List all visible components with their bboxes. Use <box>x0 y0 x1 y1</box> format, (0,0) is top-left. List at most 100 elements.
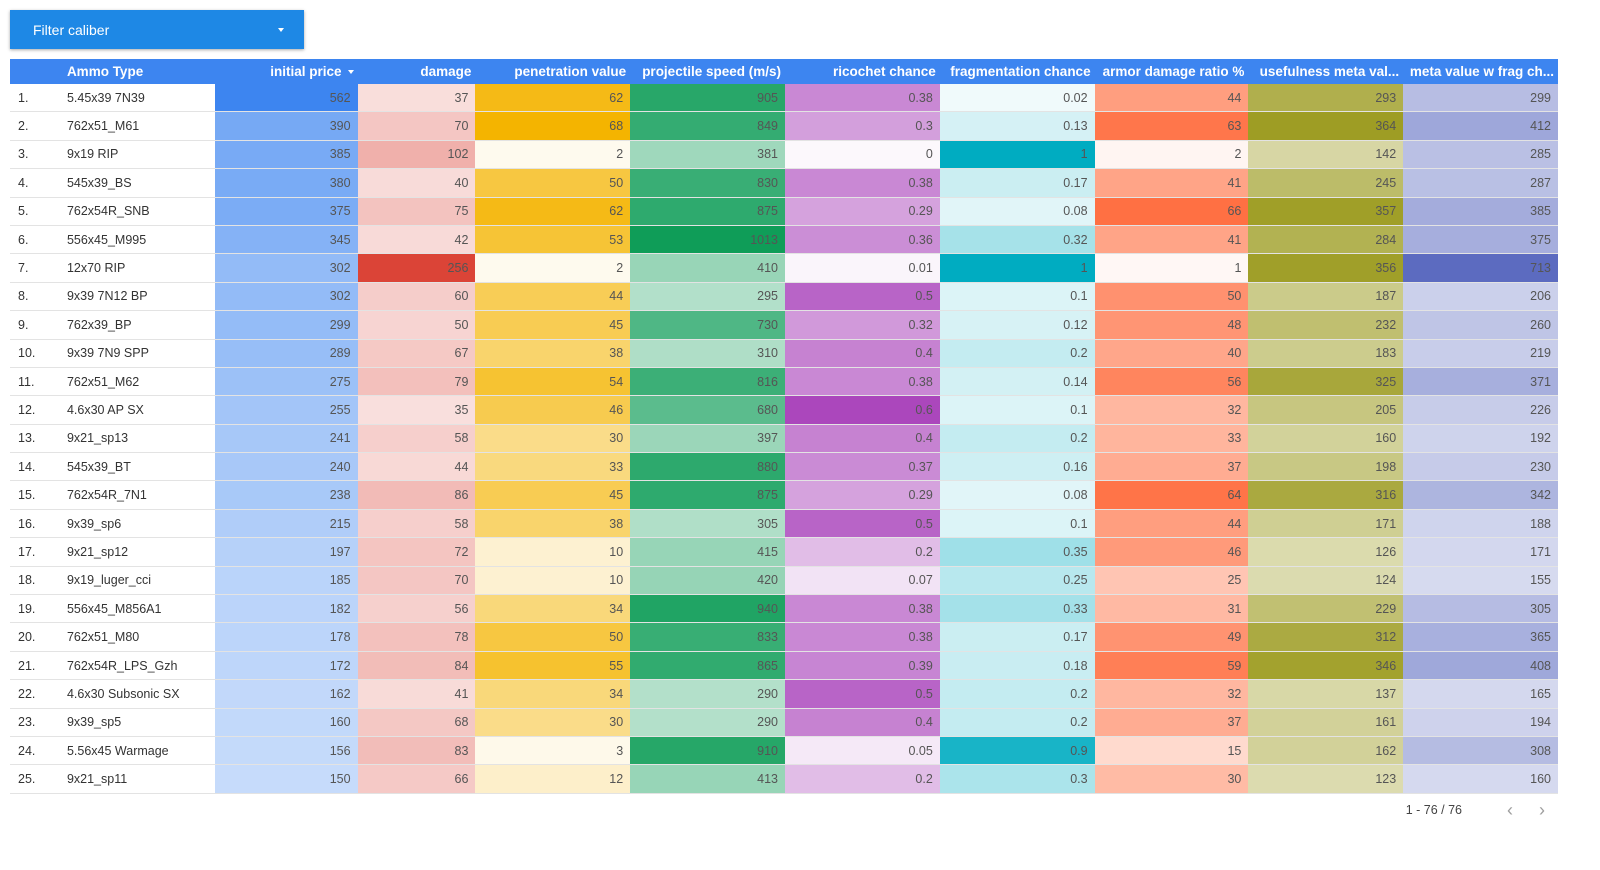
cell-speed: 415 <box>630 538 785 566</box>
column-header-label: Ammo Type <box>66 64 144 79</box>
cell-price: 302 <box>214 282 358 311</box>
cell-meta: 229 <box>1248 595 1404 623</box>
cell-frag: 0.2 <box>939 339 1095 367</box>
table-row[interactable]: 2. 762x51_M61 390 70 68 849 0.3 0.13 63 364 412 <box>10 112 1558 141</box>
table-row[interactable]: 4. 545x39_BS 380 40 50 830 0.38 0.17 41 245 287 <box>10 169 1558 198</box>
row-index: 21. <box>18 658 36 673</box>
table-row[interactable]: 8. 9x39 7N12 BP 302 60 44 295 0.5 0.1 50 187 206 <box>10 282 1558 312</box>
chevron-left-icon[interactable]: ‹ <box>1507 799 1513 820</box>
cell-pen: 10 <box>475 566 631 595</box>
column-header-label: armor damage ratio % <box>1102 64 1245 79</box>
cell-ammo: 9x39_sp5 <box>66 715 122 730</box>
cell-meta: 325 <box>1248 367 1404 396</box>
cell-price: 562 <box>214 84 358 112</box>
cell-metafrag: 192 <box>1403 424 1558 453</box>
row-index: 16. <box>18 516 36 531</box>
column-header-speed[interactable]: projectile speed (m/s) <box>630 59 785 84</box>
table-row[interactable]: 6. 556x45_M995 345 42 53 1013 0.36 0.32 41 284 375 <box>10 225 1558 255</box>
column-header-frag[interactable]: fragmentation chance <box>940 59 1095 84</box>
cell-damage: 40 <box>357 169 476 197</box>
cell-ammo: 762x51_M80 <box>66 630 140 645</box>
cell-meta: 161 <box>1248 708 1404 736</box>
cell-ammo: 545x39_BS <box>66 175 132 190</box>
cell-frag: 0.16 <box>939 453 1095 481</box>
cell-ricochet: 0.38 <box>785 169 940 197</box>
cell-meta: 160 <box>1248 424 1404 453</box>
cell-metafrag: 194 <box>1403 708 1558 736</box>
cell-ricochet: 0.39 <box>785 651 940 680</box>
column-header-damage[interactable]: damage <box>358 59 476 84</box>
cell-ricochet: 0.32 <box>785 311 940 339</box>
cell-speed: 816 <box>630 367 785 396</box>
cell-frag: 0.14 <box>939 367 1095 396</box>
chevron-right-icon[interactable]: › <box>1539 799 1545 820</box>
table-row[interactable]: 23. 9x39_sp5 160 68 30 290 0.4 0.2 37 161 194 <box>10 708 1558 737</box>
cell-armor: 41 <box>1094 169 1249 197</box>
column-header-idx[interactable] <box>10 59 60 84</box>
cell-speed: 413 <box>630 765 785 793</box>
table-row[interactable]: 13. 9x21_sp13 241 58 30 397 0.4 0.2 33 160 192 <box>10 424 1558 454</box>
cell-ammo: 9x39 7N9 SPP <box>66 346 149 361</box>
table-row[interactable]: 1. 5.45x39 7N39 562 37 62 905 0.38 0.02 44 293 299 <box>10 84 1558 113</box>
table-row[interactable]: 11. 762x51_M62 275 79 54 816 0.38 0.14 56 325 371 <box>10 367 1558 397</box>
column-header-label: penetration value <box>514 64 627 79</box>
column-header-metafrag[interactable]: meta value w frag ch... <box>1403 59 1558 84</box>
cell-price: 385 <box>214 140 358 169</box>
table-row[interactable]: 15. 762x54R_7N1 238 86 45 875 0.29 0.08 64 316 342 <box>10 481 1558 510</box>
cell-speed: 290 <box>630 680 785 708</box>
cell-frag: 0.12 <box>939 311 1095 339</box>
cell-ricochet: 0.4 <box>785 708 940 736</box>
cell-meta: 123 <box>1248 765 1404 793</box>
cell-pen: 38 <box>475 339 631 367</box>
filter-caliber-label: Filter caliber <box>33 21 110 38</box>
table-row[interactable]: 7. 12x70 RIP 302 256 2 410 0.01 1 1 356 713 <box>10 254 1558 283</box>
cell-ricochet: 0.29 <box>785 481 940 509</box>
row-index: 18. <box>18 573 36 588</box>
filter-caliber-dropdown[interactable]: Filter caliber <box>10 10 304 49</box>
column-header-ricochet[interactable]: ricochet chance <box>785 59 940 84</box>
cell-frag: 0.13 <box>939 112 1095 140</box>
cell-price: 162 <box>214 680 358 708</box>
row-index: 20. <box>18 630 36 645</box>
cell-damage: 44 <box>357 453 476 481</box>
cell-meta: 124 <box>1248 566 1404 595</box>
cell-ammo: 5.56x45 Warmage <box>66 743 169 758</box>
cell-pen: 30 <box>475 708 631 736</box>
table-row[interactable]: 24. 5.56x45 Warmage 156 83 3 910 0.05 0.9 15 162 3… <box>10 736 1558 766</box>
cell-pen: 2 <box>475 254 631 282</box>
cell-armor: 50 <box>1094 282 1249 311</box>
cell-ammo: 762x51_M61 <box>66 119 140 134</box>
column-header-label: damage <box>420 64 472 79</box>
cell-speed: 865 <box>630 651 785 680</box>
table-row[interactable]: 10. 9x39 7N9 SPP 289 67 38 310 0.4 0.2 40 183 219 <box>10 339 1558 368</box>
cell-price: 172 <box>214 651 358 680</box>
cell-pen: 50 <box>475 169 631 197</box>
column-header-label: projectile speed (m/s) <box>642 64 781 79</box>
table-row[interactable]: 20. 762x51_M80 178 78 50 833 0.38 0.17 49 312 365 <box>10 623 1558 652</box>
table-row[interactable]: 22. 4.6x30 Subsonic SX 162 41 34 290 0.5 0.2 32 1… <box>10 680 1558 709</box>
cell-armor: 44 <box>1094 509 1249 538</box>
column-header-ammo[interactable]: Ammo Type <box>60 59 215 84</box>
cell-frag: 0.02 <box>939 84 1095 112</box>
table-row[interactable]: 14. 545x39_BT 240 44 33 880 0.37 0.16 37 198 230 <box>10 453 1558 482</box>
column-header-price[interactable]: initial price <box>215 59 358 84</box>
table-row[interactable]: 5. 762x54R_SNB 375 75 62 875 0.29 0.08 66 357 385 <box>10 197 1558 226</box>
column-header-pen[interactable]: penetration value <box>475 59 630 84</box>
table-row[interactable]: 25. 9x21_sp11 150 66 12 413 0.2 0.3 30 123 160 <box>10 765 1558 794</box>
table-row[interactable]: 3. 9x19 RIP 385 102 2 381 0 1 2 142 285 <box>10 140 1558 170</box>
row-index: 25. <box>18 772 36 787</box>
table-row[interactable]: 21. 762x54R_LPS_Gzh 172 84 55 865 0.39 0.18 59 34… <box>10 651 1558 681</box>
table-row[interactable]: 18. 9x19_luger_cci 185 70 10 420 0.07 0.25 25 124… <box>10 566 1558 596</box>
table-row[interactable]: 12. 4.6x30 AP SX 255 35 46 680 0.6 0.1 32 205 226 <box>10 396 1558 425</box>
column-header-meta[interactable]: usefulness meta val... <box>1248 59 1403 84</box>
table-row[interactable]: 17. 9x21_sp12 197 72 10 415 0.2 0.35 46 126 171 <box>10 538 1558 567</box>
table-row[interactable]: 19. 556x45_M856A1 182 56 34 940 0.38 0.33 31 229 3… <box>10 595 1558 624</box>
cell-damage: 37 <box>357 84 476 112</box>
table-row[interactable]: 9. 762x39_BP 299 50 45 730 0.32 0.12 48 232 260 <box>10 311 1558 340</box>
cell-damage: 67 <box>357 339 476 367</box>
column-header-label: ricochet chance <box>832 64 936 79</box>
cell-speed: 940 <box>630 595 785 623</box>
table-row[interactable]: 16. 9x39_sp6 215 58 38 305 0.5 0.1 44 171 188 <box>10 509 1558 539</box>
cell-speed: 875 <box>630 481 785 509</box>
column-header-armor[interactable]: armor damage ratio % <box>1095 59 1249 84</box>
